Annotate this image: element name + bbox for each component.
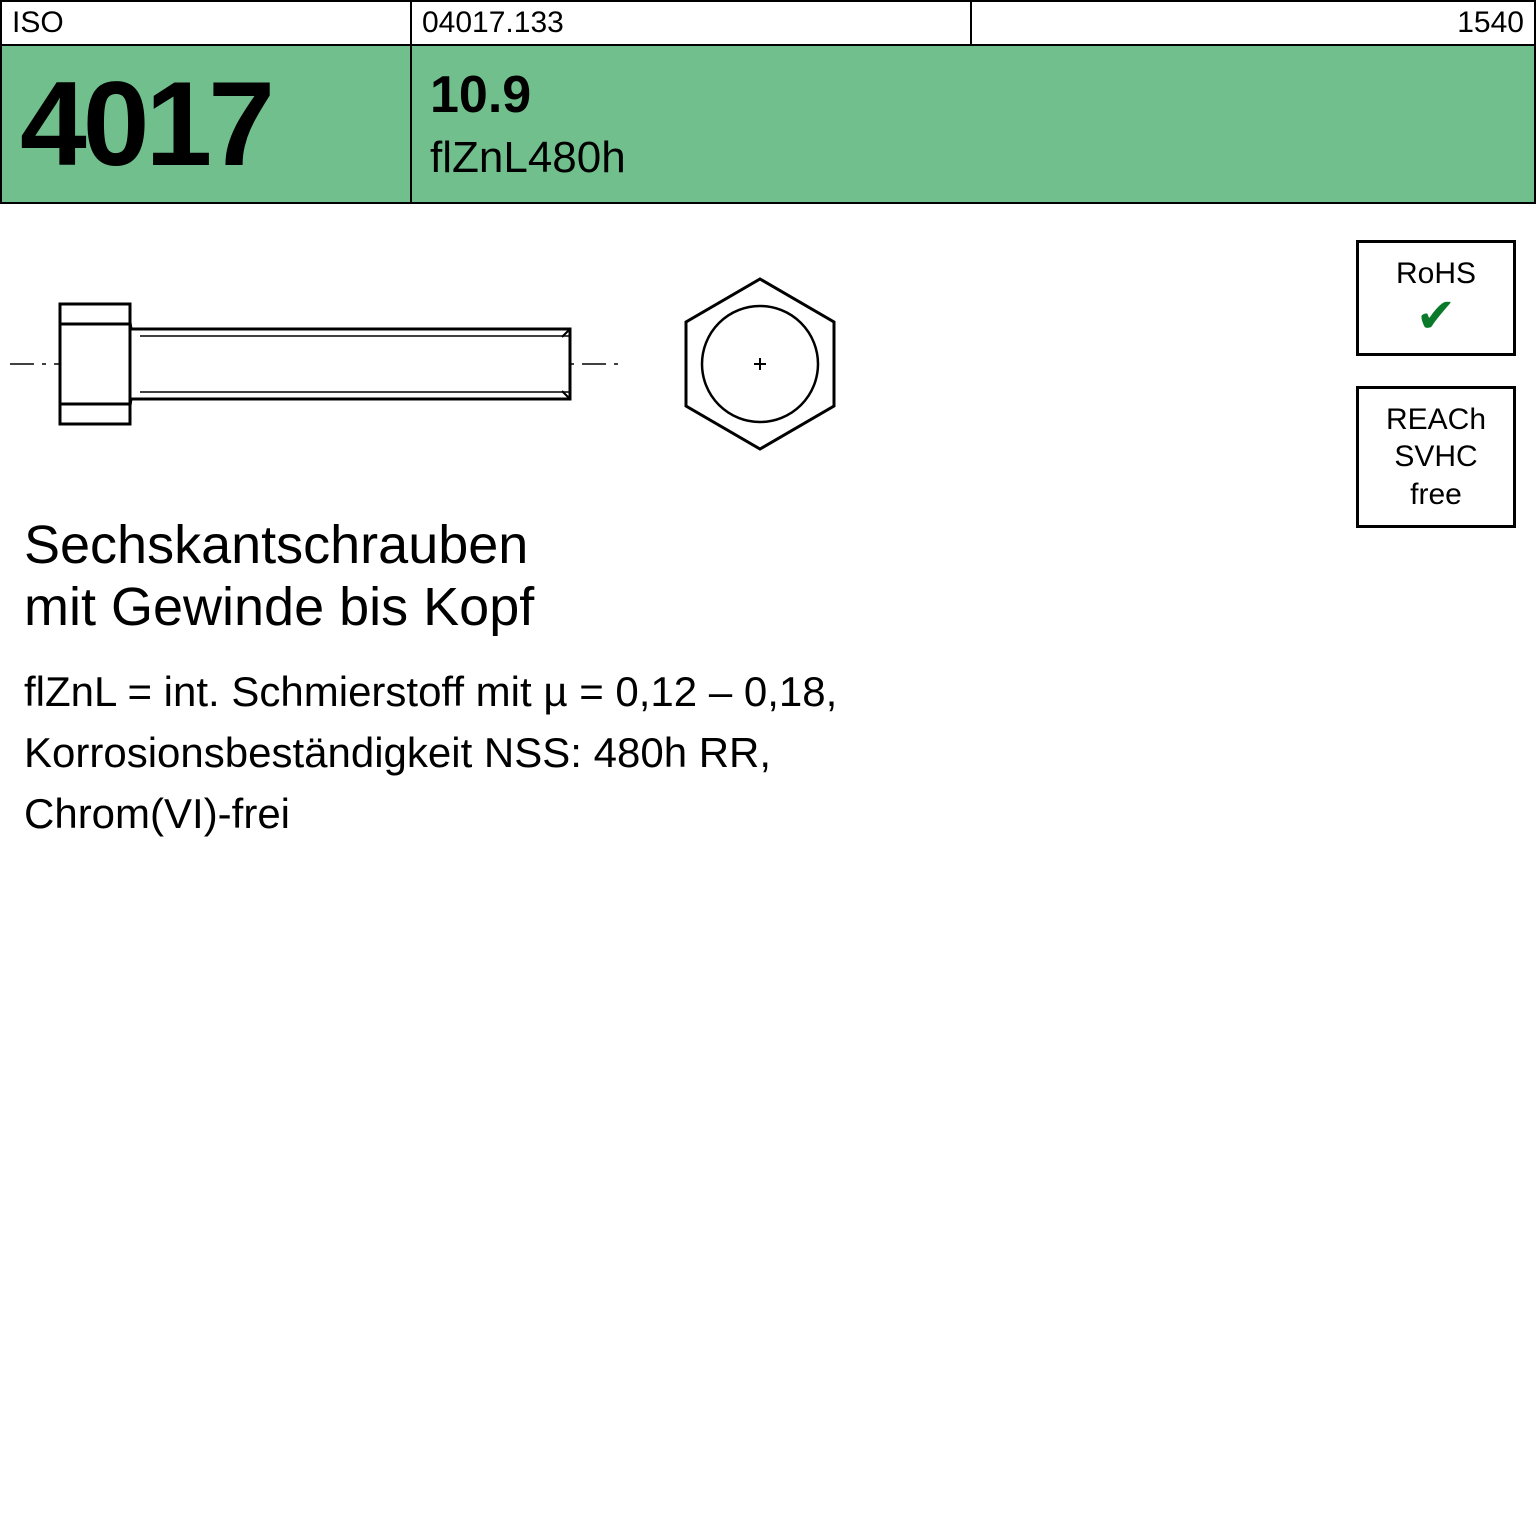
info-right: 10.9 flZnL480h	[412, 46, 1534, 202]
header-article: 04017.133	[412, 2, 972, 44]
reach-line3: free	[1367, 476, 1505, 514]
rohs-label: RoHS	[1367, 255, 1505, 293]
info-row: 4017 10.9 flZnL480h	[0, 44, 1536, 204]
desc-line3: Chrom(VI)-frei	[24, 784, 1076, 845]
property-class: 10.9	[430, 65, 1534, 125]
rohs-badge: RoHS ✔	[1356, 240, 1516, 356]
header-row: ISO 04017.133 1540	[0, 0, 1536, 44]
reach-badge: REACh SVHC free	[1356, 386, 1516, 529]
reach-line2: SVHC	[1367, 438, 1505, 476]
header-code: 1540	[972, 2, 1534, 44]
standard-number: 4017	[20, 64, 271, 184]
description: Sechskantschrauben mit Gewinde bis Kopf …	[0, 494, 1100, 845]
badges: RoHS ✔ REACh SVHC free	[1356, 240, 1516, 528]
title-line1: Sechskantschrauben	[24, 514, 1076, 576]
bolt-diagram	[0, 234, 900, 494]
reach-line1: REACh	[1367, 401, 1505, 439]
desc-line1: flZnL = int. Schmierstoff mit µ = 0,12 –…	[24, 662, 1076, 723]
desc-line2: Korrosionsbeständigkeit NSS: 480h RR,	[24, 723, 1076, 784]
title-line2: mit Gewinde bis Kopf	[24, 576, 1076, 638]
info-left: 4017	[2, 46, 412, 202]
header-standard: ISO	[2, 2, 412, 44]
coating: flZnL480h	[430, 133, 1534, 183]
check-icon: ✔	[1367, 293, 1505, 341]
diagram-area	[0, 234, 1536, 494]
